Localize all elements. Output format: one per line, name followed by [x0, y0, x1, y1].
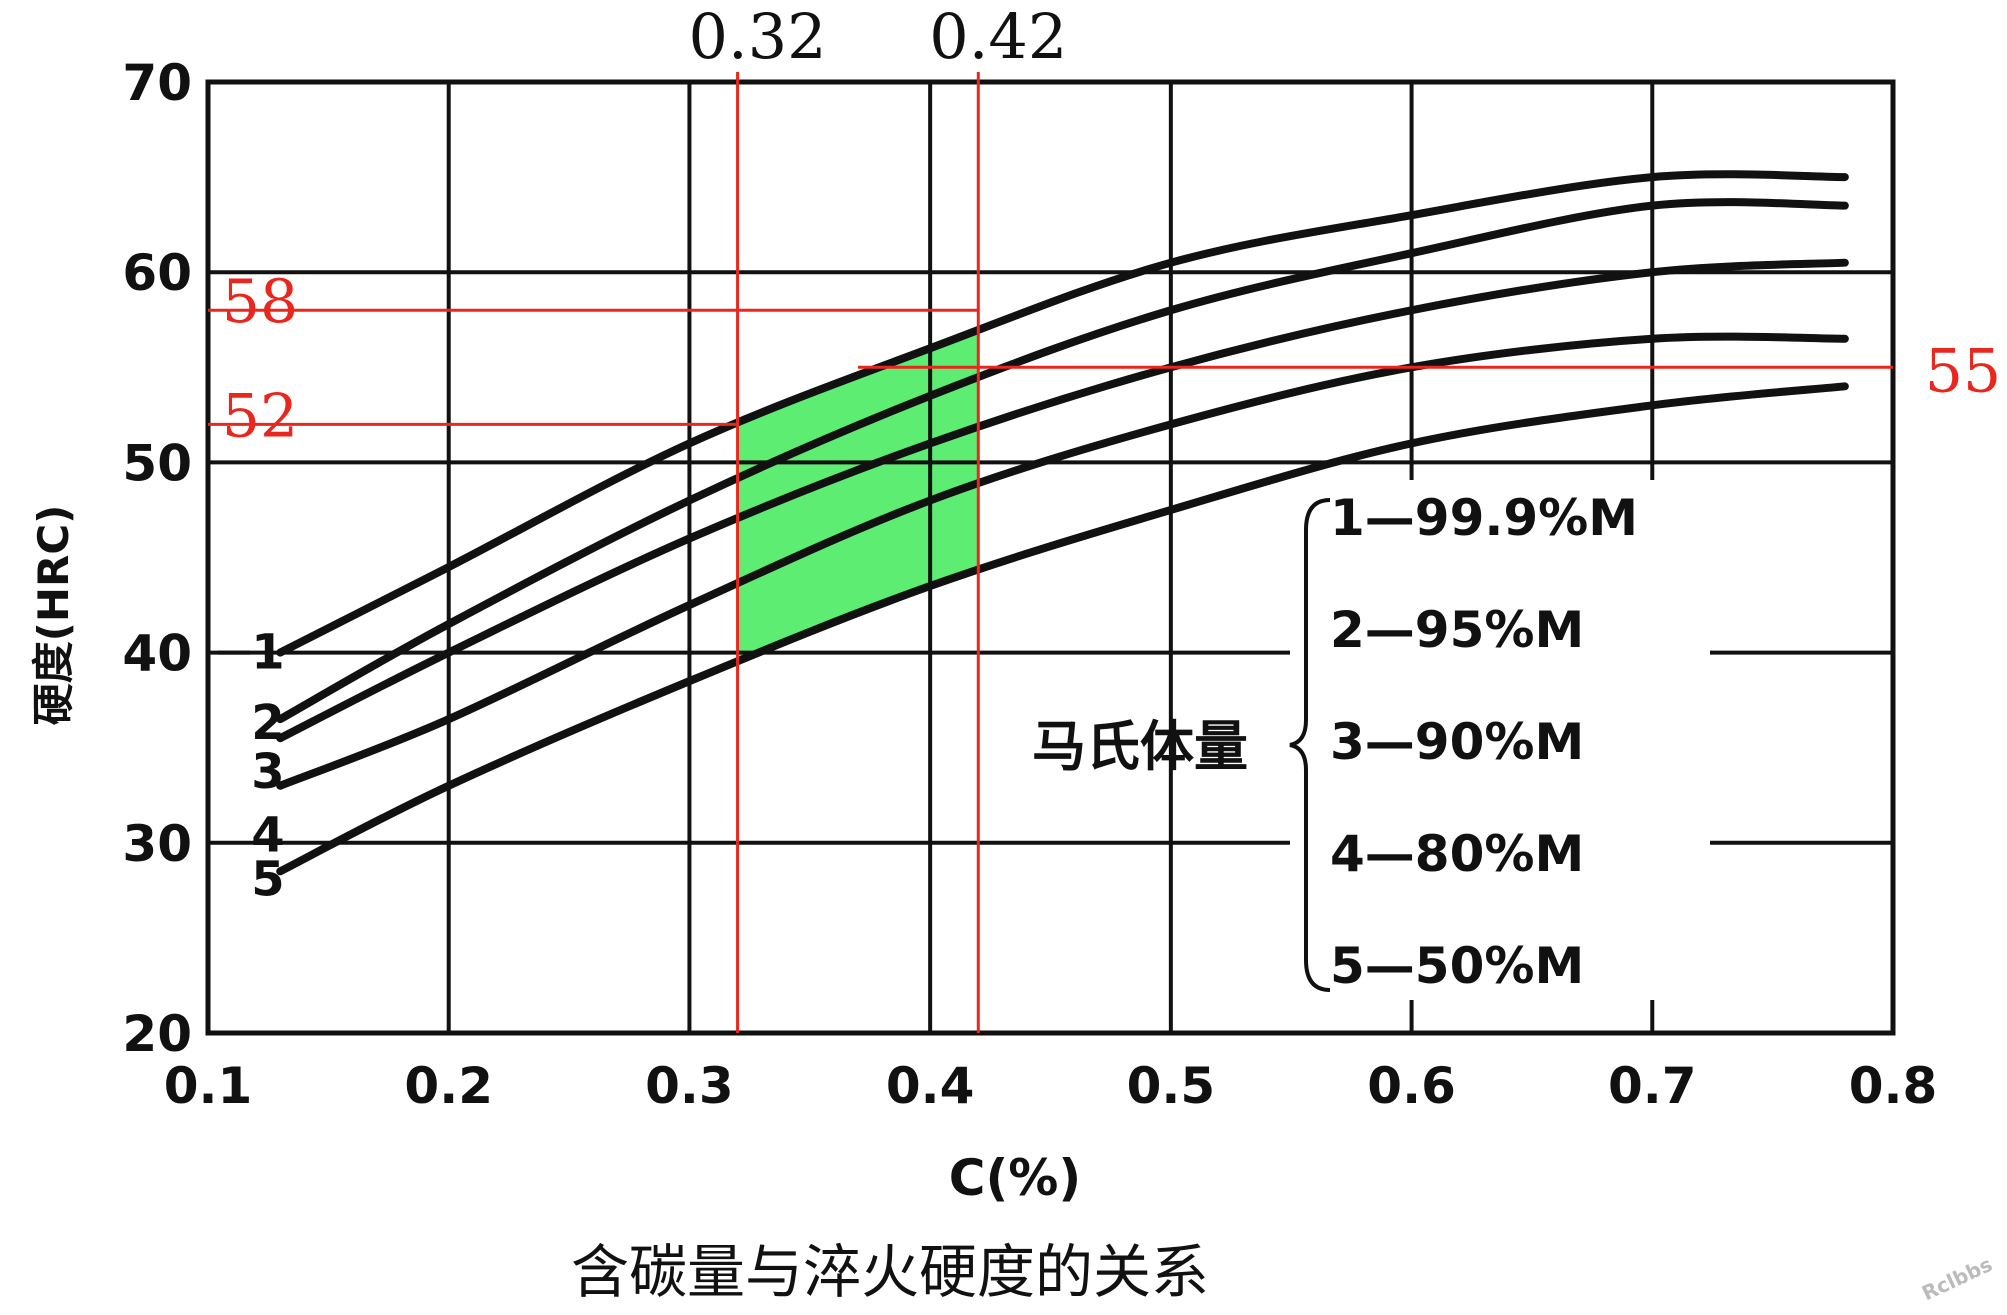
x-tick-label-0.3: 0.3 — [645, 1057, 734, 1115]
legend-entry-2: 2—95%M — [1330, 601, 1584, 659]
legend: 马氏体量 1—99.9%M 2—95%M 3—90%M 4—80%M 5—50%M — [1032, 480, 1710, 1000]
y-tick-label-20: 20 — [122, 1005, 192, 1063]
ref-vline-label-0.32: 0.32 — [689, 0, 827, 73]
x-tick-label-0.2: 0.2 — [404, 1057, 493, 1115]
y-tick-label-40: 40 — [122, 625, 192, 683]
legend-group-label: 马氏体量 — [1032, 715, 1248, 778]
shaded-region — [737, 331, 979, 663]
series-line-5 — [276, 382, 1849, 876]
ref-hline-label-52: 52 — [222, 381, 298, 451]
x-tick-label-0.4: 0.4 — [886, 1057, 975, 1115]
legend-background — [1290, 480, 1710, 1000]
y-tick-label-60: 60 — [122, 244, 192, 302]
curve-label-5: 5 — [251, 851, 284, 907]
curve-number-labels: 1 23 45 — [218, 625, 285, 907]
chart-title: 含碳量与淬火硬度的关系 — [571, 1238, 1209, 1306]
x-tick-label-0.5: 0.5 — [1127, 1057, 1216, 1115]
legend-brace — [1289, 498, 1331, 992]
x-tick-label-0.6: 0.6 — [1367, 1057, 1456, 1115]
series-line-4 — [276, 332, 1849, 790]
y-tick-label-50: 50 — [122, 434, 192, 492]
ref-vline-label-0.42: 0.42 — [929, 0, 1067, 73]
plot-frame — [205, 79, 1896, 1036]
y-tick-label-70: 70 — [122, 54, 192, 112]
series-line-1 — [276, 170, 1849, 657]
legend-entry-5: 5—50%M — [1330, 937, 1584, 995]
series-line-3 — [276, 258, 1849, 743]
x-axis-label: C(%) — [949, 1149, 1082, 1207]
curve-label-4: 4 — [251, 808, 284, 864]
legend-entry-4: 4—80%M — [1330, 825, 1584, 883]
legend-entry-1: 1—99.9%M — [1330, 489, 1638, 547]
curve-label-2: 2 — [251, 695, 284, 751]
y-tick-label-30: 30 — [122, 815, 192, 873]
ref-hline-label-58: 58 — [222, 267, 298, 337]
ref-hline-label-55: 55 — [1925, 336, 2001, 406]
x-tick-labels: 0.1 0.2 0.3 0.4 0.5 0.6 0.7 0.8 — [164, 1057, 1938, 1115]
series-line-2 — [276, 198, 1849, 724]
curve-label-3: 3 — [251, 744, 284, 800]
series-group — [276, 170, 1849, 876]
legend-entry-3: 3—90%M — [1330, 713, 1584, 771]
curve-label-1: 1 — [251, 625, 284, 681]
x-tick-label-0.1: 0.1 — [164, 1057, 253, 1115]
y-tick-labels: 20 30 40 50 60 70 — [122, 54, 192, 1063]
x-tick-label-0.8: 0.8 — [1849, 1057, 1938, 1115]
x-tick-label-0.7: 0.7 — [1608, 1057, 1697, 1115]
y-axis-label: 硬度(HRC) — [29, 505, 78, 726]
